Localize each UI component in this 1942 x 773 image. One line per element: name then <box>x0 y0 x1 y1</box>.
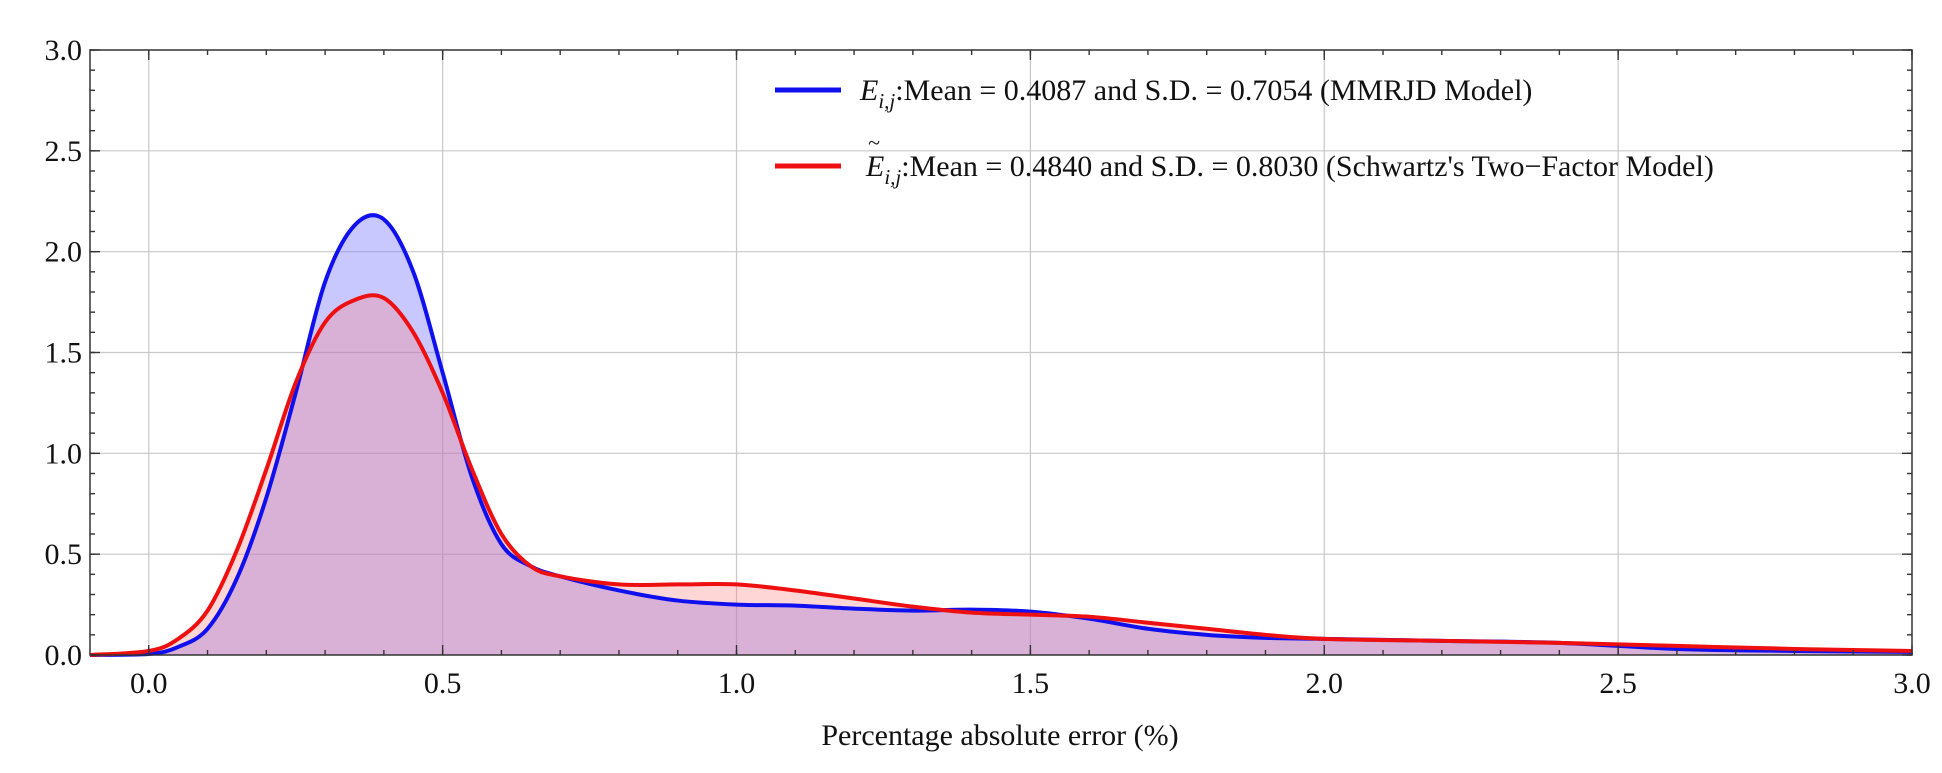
axis-ticks <box>90 49 1913 656</box>
y-tick-label: 1.5 <box>45 337 83 370</box>
legend-label: :Mean = 0.4087 and S.D. = 0.7054 (MMRJD … <box>895 74 1532 107</box>
x-axis-title: Percentage absolute error (%) <box>821 719 1178 752</box>
x-tick-label: 2.0 <box>1306 667 1344 700</box>
legend-symbol: E <box>865 150 884 183</box>
x-tick-label: 0.5 <box>424 667 462 700</box>
legend: Ei,j:Mean = 0.4087 and S.D. = 0.7054 (MM… <box>775 74 1714 189</box>
legend-tilde: ~ <box>868 130 880 155</box>
y-tick-label: 1.0 <box>45 437 83 470</box>
series-area-1 <box>90 295 1912 655</box>
series-area-0 <box>90 215 1912 656</box>
y-tick-label: 0.5 <box>45 538 83 571</box>
x-tick-label: 1.0 <box>718 667 756 700</box>
gridlines <box>90 50 1912 655</box>
y-tick-label: 0.0 <box>45 639 83 672</box>
x-tick-label: 2.5 <box>1599 667 1637 700</box>
legend-symbol: E <box>859 74 878 107</box>
x-tick-label: 3.0 <box>1893 667 1931 700</box>
tick-labels: 0.0 0.5 1.0 1.5 2.0 2.5 3.0 0.0 0.5 1.0 1.5 2.0 2.5 3… <box>45 34 1931 700</box>
y-tick-label: 2.5 <box>45 135 83 168</box>
series-lines <box>89 213 1913 657</box>
legend-subscript: i,j <box>878 89 895 113</box>
x-tick-label: 0.0 <box>130 667 168 700</box>
y-tick-label: 3.0 <box>45 34 83 67</box>
legend-entry-1: ~ Ei,j:Mean = 0.4840 and S.D. = 0.8030 (S… <box>865 130 1714 189</box>
series-fills <box>90 215 1912 656</box>
x-tick-label: 1.5 <box>1012 667 1050 700</box>
legend-entry-0: Ei,j:Mean = 0.4087 and S.D. = 0.7054 (MM… <box>859 74 1532 113</box>
series-line-1 <box>89 293 1913 657</box>
legend-label: :Mean = 0.4840 and S.D. = 0.8030 (Schwar… <box>901 150 1714 183</box>
y-tick-label: 2.0 <box>45 236 83 269</box>
legend-subscript: i,j <box>884 165 901 189</box>
